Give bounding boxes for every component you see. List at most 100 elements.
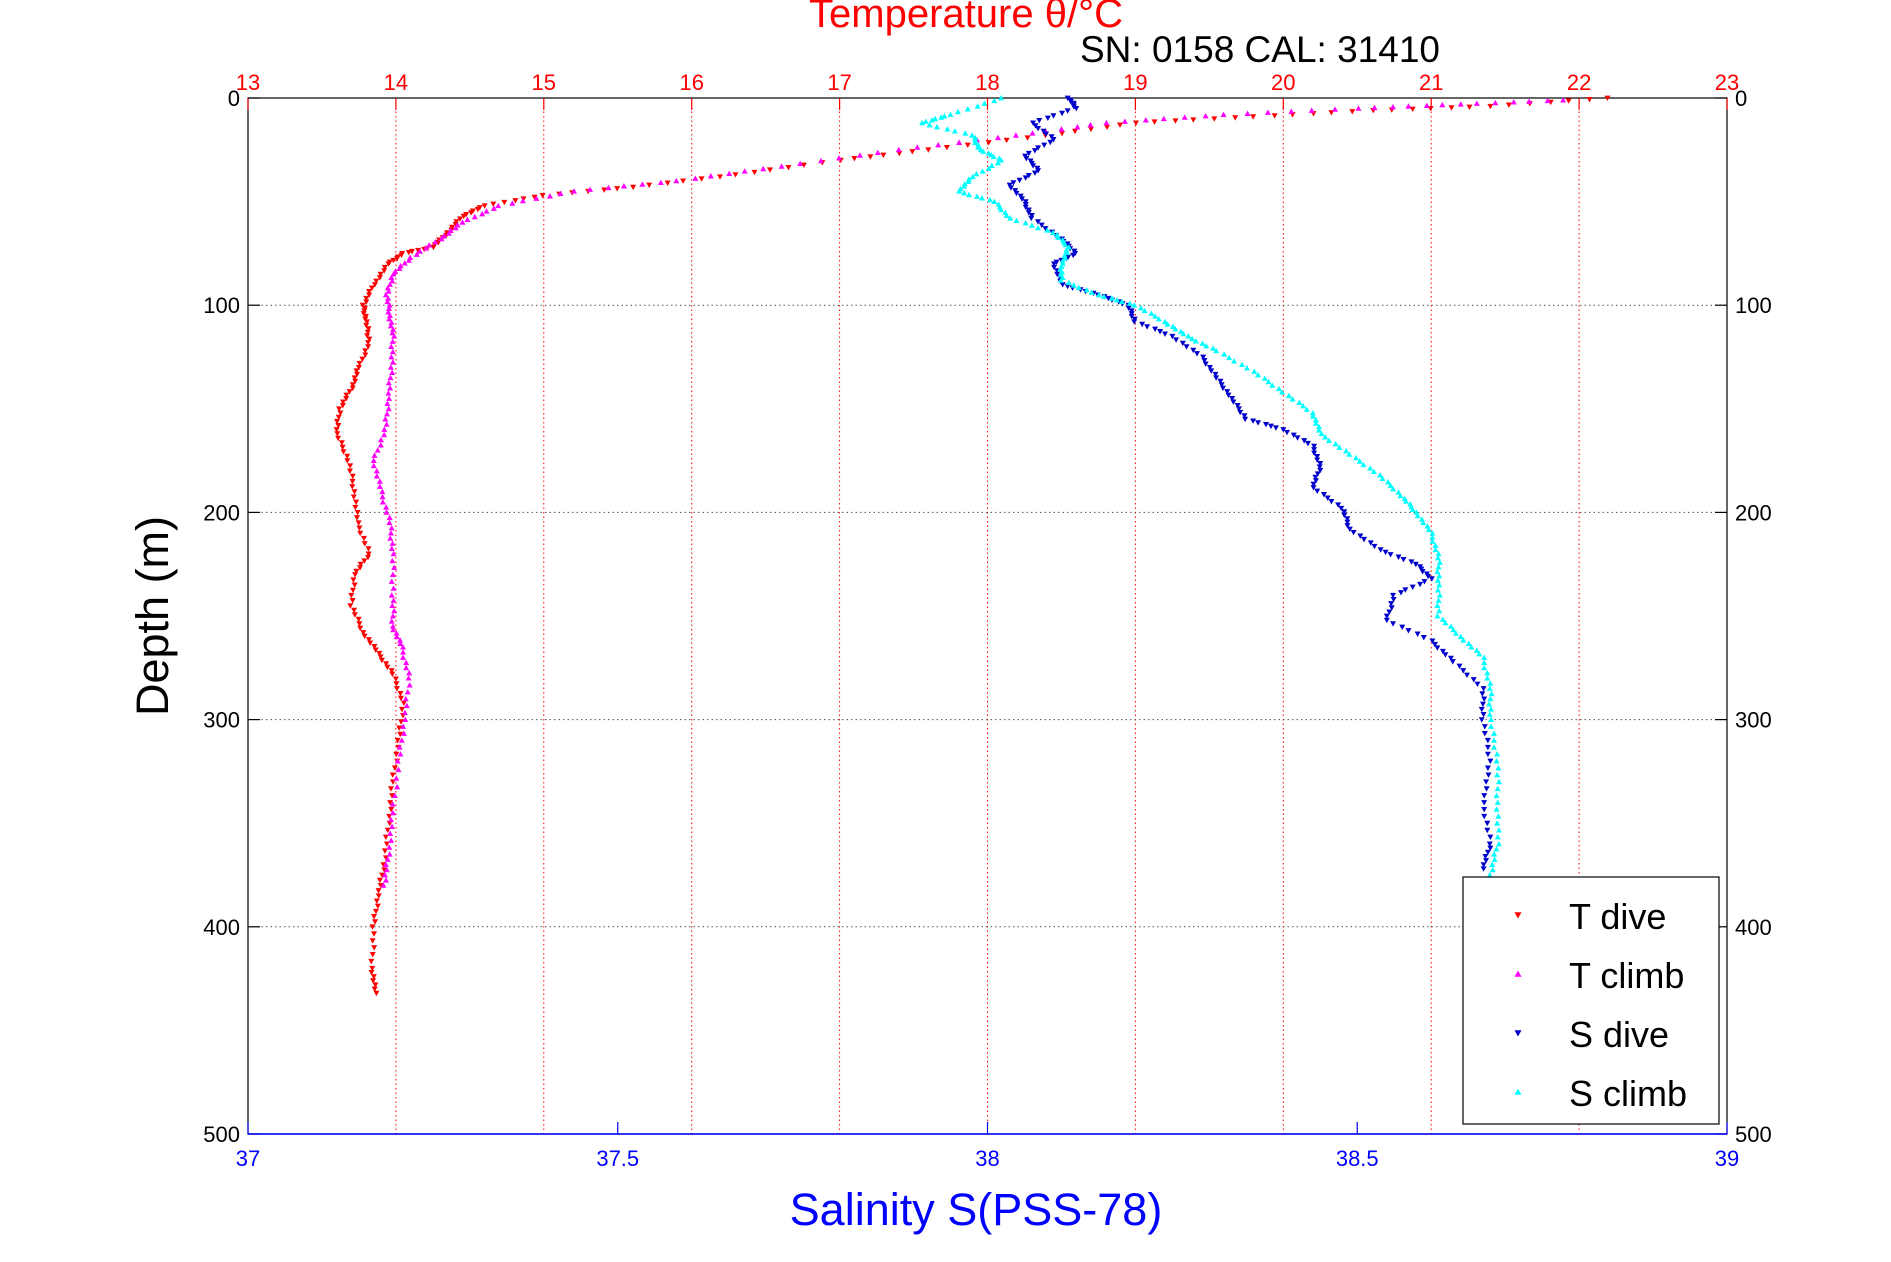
data-point bbox=[383, 421, 390, 427]
data-point bbox=[398, 737, 405, 743]
data-point bbox=[1481, 664, 1488, 671]
data-point bbox=[389, 772, 396, 778]
data-point bbox=[1300, 403, 1307, 409]
data-point bbox=[372, 982, 379, 988]
data-point bbox=[1181, 114, 1188, 120]
data-point bbox=[998, 157, 1005, 163]
data-point bbox=[1218, 382, 1225, 388]
data-point bbox=[334, 418, 341, 425]
data-point bbox=[1473, 647, 1480, 653]
x-axis-label: Salinity S(PSS-78) bbox=[790, 1184, 1163, 1235]
data-point bbox=[1338, 505, 1345, 512]
data-point bbox=[726, 170, 733, 177]
data-point bbox=[1344, 519, 1351, 526]
data-point bbox=[1382, 549, 1389, 556]
data-point bbox=[1429, 638, 1436, 644]
data-point bbox=[383, 509, 390, 515]
data-point bbox=[966, 191, 973, 198]
data-point bbox=[1164, 321, 1171, 327]
data-point bbox=[664, 180, 671, 186]
data-point bbox=[1041, 142, 1048, 148]
data-point bbox=[1035, 168, 1042, 174]
data-point bbox=[1463, 672, 1470, 679]
data-point bbox=[1320, 492, 1327, 498]
data-point bbox=[1144, 324, 1151, 330]
data-point bbox=[1023, 156, 1030, 162]
data-point bbox=[1192, 338, 1199, 344]
data-point bbox=[614, 186, 621, 192]
data-point bbox=[371, 452, 378, 458]
data-point bbox=[384, 400, 391, 407]
data-point bbox=[707, 173, 714, 179]
data-point bbox=[1225, 392, 1232, 398]
data-point bbox=[389, 779, 396, 785]
data-point bbox=[1244, 110, 1251, 116]
data-point bbox=[401, 260, 408, 266]
data-point bbox=[979, 168, 986, 174]
data-point bbox=[1012, 188, 1019, 194]
data-point bbox=[1311, 443, 1318, 450]
data-point bbox=[1022, 220, 1029, 226]
data-points bbox=[333, 95, 1611, 997]
data-point bbox=[1237, 409, 1244, 416]
data-point bbox=[1470, 677, 1477, 683]
data-point bbox=[1185, 333, 1192, 339]
depth-tick-label-left: 500 bbox=[203, 1122, 240, 1147]
data-point bbox=[994, 159, 1001, 166]
data-point bbox=[785, 165, 792, 171]
data-point bbox=[378, 657, 385, 664]
data-point bbox=[386, 281, 393, 287]
data-point bbox=[357, 561, 364, 568]
data-point bbox=[1436, 592, 1443, 598]
data-point bbox=[388, 592, 395, 598]
data-point bbox=[1028, 222, 1035, 228]
data-point bbox=[943, 144, 950, 151]
data-point bbox=[1390, 621, 1397, 627]
legend-marker bbox=[1514, 912, 1522, 919]
data-point bbox=[387, 800, 394, 806]
data-point bbox=[351, 375, 358, 381]
data-point bbox=[1263, 421, 1270, 428]
data-point bbox=[355, 616, 362, 623]
data-point bbox=[384, 284, 391, 291]
data-point bbox=[1309, 413, 1316, 419]
data-point bbox=[1160, 115, 1167, 122]
data-point bbox=[934, 124, 940, 130]
data-point bbox=[1344, 523, 1351, 529]
data-point bbox=[1238, 361, 1245, 367]
data-point bbox=[1492, 99, 1499, 106]
data-point bbox=[1199, 340, 1206, 346]
data-point bbox=[1250, 418, 1257, 424]
data-point bbox=[1083, 287, 1090, 293]
data-point bbox=[356, 525, 363, 531]
data-point bbox=[373, 990, 380, 997]
data-point bbox=[337, 410, 344, 416]
data-point bbox=[1030, 120, 1037, 126]
y-axis-label: Depth (m) bbox=[127, 516, 178, 716]
data-point bbox=[359, 302, 366, 309]
data-point bbox=[374, 903, 381, 910]
data-point bbox=[370, 457, 377, 463]
data-point bbox=[350, 494, 357, 500]
grid bbox=[248, 98, 1727, 1134]
data-point bbox=[956, 139, 963, 145]
data-point bbox=[1434, 568, 1441, 574]
data-point bbox=[778, 163, 785, 169]
data-point bbox=[416, 248, 423, 254]
data-point bbox=[372, 919, 379, 925]
data-point bbox=[1016, 177, 1023, 184]
data-point bbox=[1235, 406, 1242, 412]
data-point bbox=[362, 313, 369, 320]
data-point bbox=[1429, 530, 1436, 536]
data-point bbox=[1322, 434, 1329, 440]
data-point bbox=[1526, 98, 1533, 104]
data-point bbox=[372, 647, 379, 653]
data-point bbox=[1432, 542, 1439, 548]
data-point bbox=[459, 219, 466, 225]
data-point bbox=[620, 183, 627, 189]
data-point bbox=[692, 175, 699, 181]
data-point bbox=[361, 558, 368, 564]
data-point bbox=[944, 126, 951, 132]
series-s-dive bbox=[1006, 95, 1494, 872]
data-point bbox=[766, 167, 773, 173]
